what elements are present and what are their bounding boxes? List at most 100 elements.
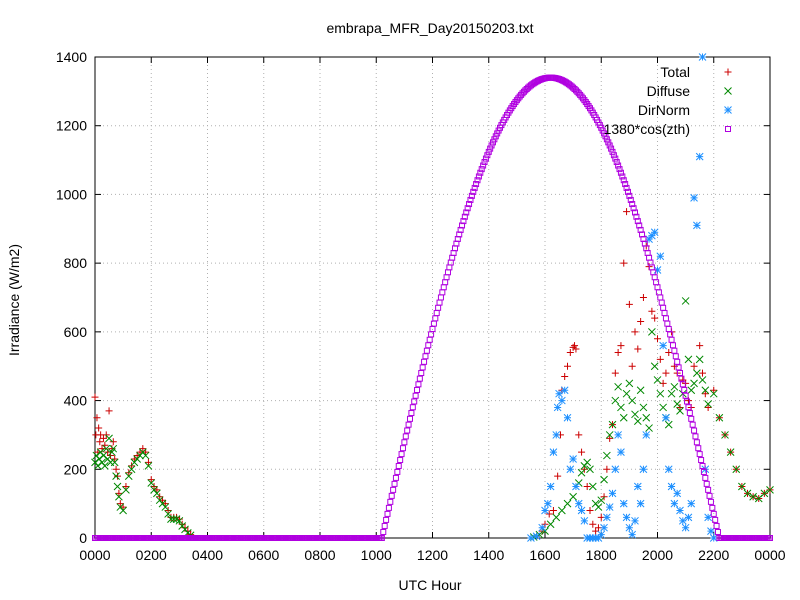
data-point: [684, 355, 693, 364]
data-point: [394, 468, 401, 475]
data-point: [553, 403, 562, 412]
data-point: [675, 364, 682, 371]
legend-label: Diffuse: [647, 83, 691, 99]
data-point: [401, 439, 408, 446]
data-point: [467, 196, 474, 203]
data-point: [684, 513, 693, 522]
chart-title: embrapa_MFR_Day20150203.txt: [326, 20, 533, 36]
data-point: [480, 162, 487, 169]
data-point: [703, 480, 710, 487]
data-point: [712, 516, 719, 523]
data-point: [617, 403, 625, 412]
data-point: [388, 492, 395, 499]
y-tick-label: 1000: [56, 186, 87, 202]
data-point: [460, 218, 467, 225]
data-point: [639, 403, 648, 412]
data-point: [487, 145, 494, 152]
data-point: [743, 489, 752, 498]
data-point: [653, 376, 662, 384]
data-point: [738, 482, 746, 491]
data-point: [715, 413, 724, 422]
data-point: [175, 516, 184, 525]
data-point: [147, 476, 155, 484]
data-point: [700, 468, 707, 475]
data-point: [572, 482, 580, 491]
x-tick-label: 1600: [529, 547, 560, 563]
data-point: [709, 389, 718, 398]
data-point: [667, 482, 676, 491]
data-point: [473, 181, 480, 188]
data-point: [552, 431, 561, 439]
legend-marker: [724, 68, 732, 76]
data-point: [95, 424, 103, 432]
data-point: [695, 355, 704, 364]
data-point: [704, 513, 712, 522]
data-point: [603, 465, 611, 473]
data-point: [707, 498, 714, 505]
data-point: [704, 400, 712, 408]
data-point: [659, 403, 667, 412]
data-point: [414, 387, 421, 394]
data-point: [144, 461, 153, 470]
data-point: [685, 404, 692, 411]
data-point: [674, 358, 681, 365]
data-point: [477, 169, 484, 176]
data-point: [619, 499, 628, 508]
legend-label: DirNorm: [638, 102, 690, 118]
data-point: [109, 438, 117, 446]
data-point: [628, 396, 637, 405]
data-point: [654, 335, 661, 343]
data-point: [693, 439, 700, 446]
data-point: [617, 342, 625, 350]
data-point: [678, 516, 687, 525]
data-point: [418, 370, 425, 377]
data-point: [676, 407, 684, 415]
data-point: [710, 386, 718, 394]
data-point: [110, 458, 119, 467]
data-point: [623, 184, 630, 191]
data-point: [636, 222, 643, 229]
data-point: [391, 480, 398, 487]
data-point: [543, 499, 552, 508]
data-point: [670, 382, 679, 391]
data-point: [583, 482, 591, 490]
data-point: [681, 297, 690, 305]
data-point: [699, 462, 706, 469]
data-point: [614, 382, 622, 391]
data-point: [111, 455, 119, 463]
x-tick-label: 2200: [698, 547, 729, 563]
data-point: [605, 431, 614, 439]
data-point: [627, 196, 634, 203]
data-point: [554, 472, 562, 480]
data-point: [612, 155, 619, 162]
data-point: [639, 465, 648, 474]
data-point: [93, 461, 102, 470]
data-point: [608, 489, 617, 498]
data-point: [603, 136, 610, 143]
data-point: [399, 445, 406, 452]
data-point: [463, 209, 470, 216]
x-tick-label: 0800: [304, 547, 335, 563]
data-point: [696, 342, 704, 350]
data-point: [614, 431, 622, 439]
data-point: [714, 528, 721, 535]
x-axis-label: UTC Hour: [398, 577, 461, 593]
data-point: [631, 410, 639, 419]
data-point: [766, 486, 774, 494]
data-point: [99, 451, 108, 460]
x-tick-label: 2000: [642, 547, 673, 563]
data-point: [387, 498, 394, 505]
data-point: [688, 415, 695, 422]
x-tick-label: 0000: [79, 547, 110, 563]
data-point: [667, 389, 676, 398]
data-point: [633, 482, 642, 491]
data-point: [690, 362, 698, 370]
data-point: [633, 417, 642, 426]
data-point: [616, 166, 623, 173]
data-point: [704, 403, 712, 411]
data-point: [698, 53, 707, 61]
data-point: [546, 482, 555, 491]
data-point: [648, 307, 656, 315]
data-point: [628, 362, 636, 370]
data-point: [461, 213, 468, 220]
